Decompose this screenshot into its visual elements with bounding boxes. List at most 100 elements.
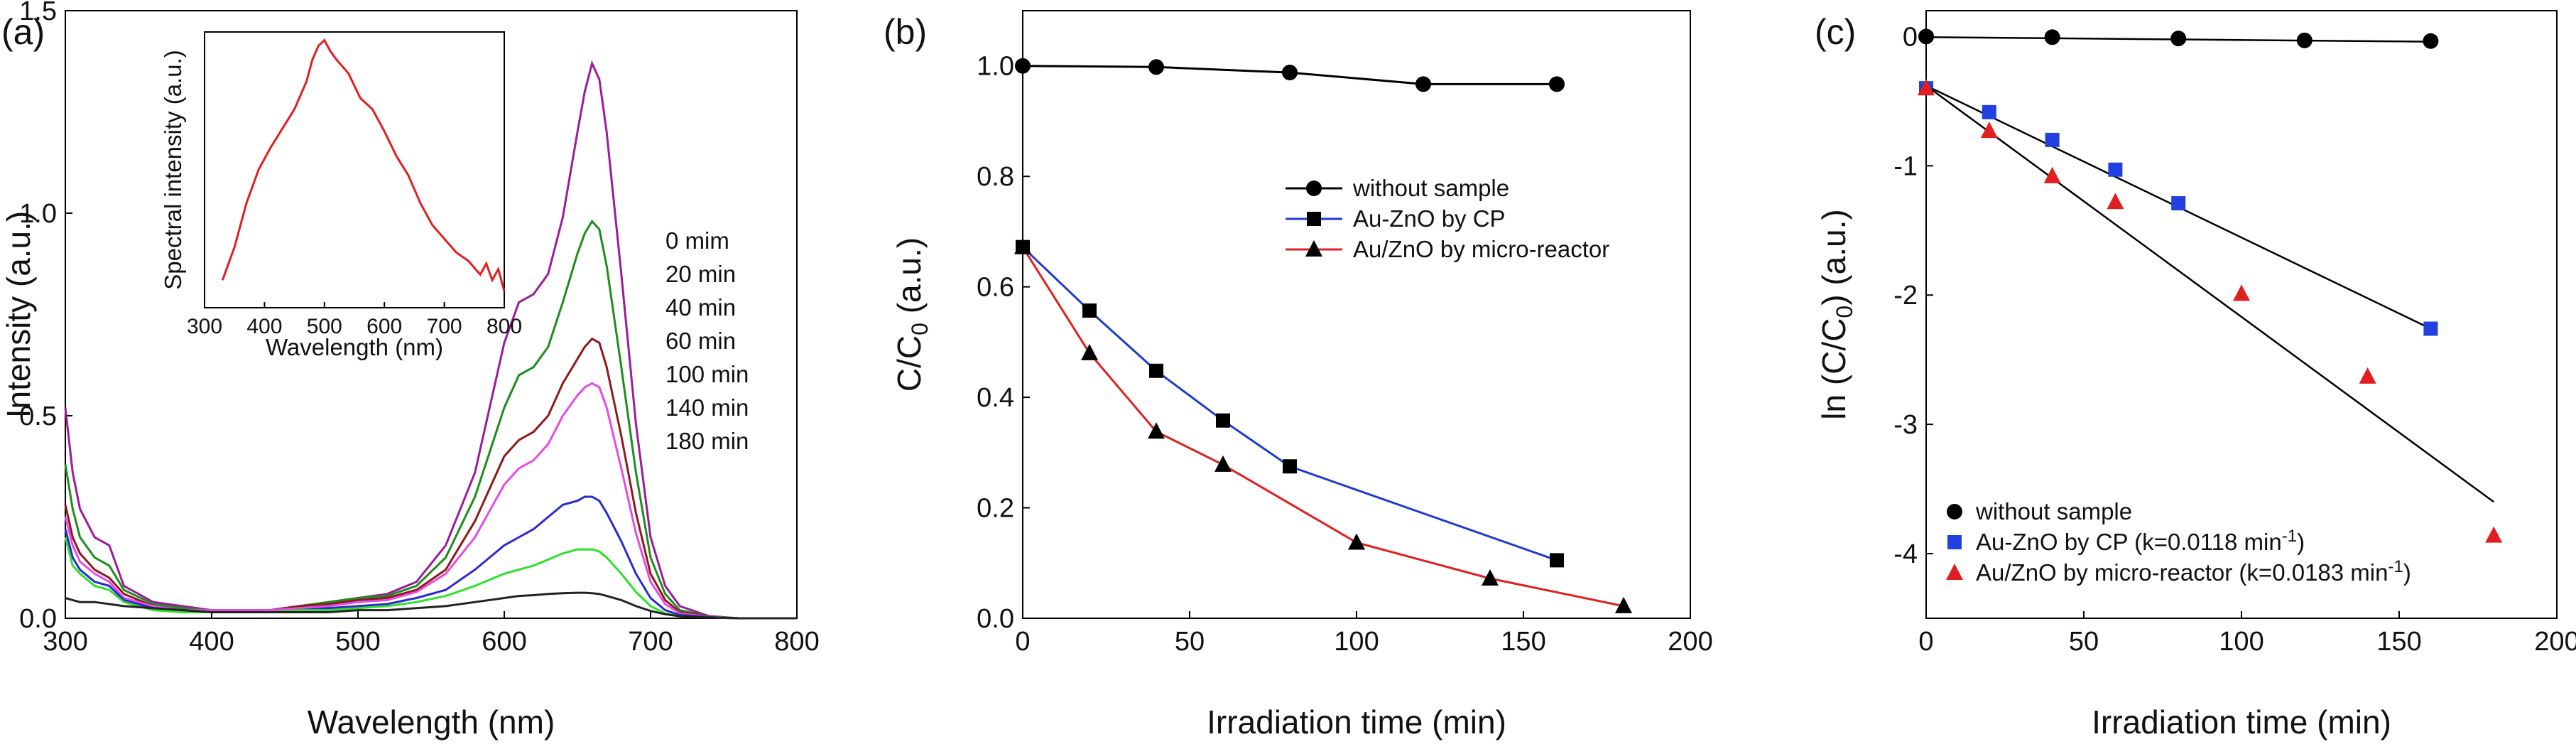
panel-b-point-1 <box>1149 363 1163 378</box>
panel-c-point-0 <box>2170 31 2187 47</box>
panel-c-point-2 <box>1980 122 1998 139</box>
panel-b-legend-entry-0: without sample <box>1352 175 1509 201</box>
panel-b-point-2 <box>1081 343 1098 360</box>
panel-a-inset-x-axis-title: Wavelength (nm) <box>266 334 443 360</box>
panel-a-inset-x-tick-label: 400 <box>246 315 282 338</box>
panel-b-legend-marker-0 <box>1306 181 1322 196</box>
panel-c-x-tick-label: 0 <box>1918 627 1933 657</box>
panel-b-point-2 <box>1014 237 1031 254</box>
panel-b-x-tick-label: 0 <box>1015 627 1030 657</box>
panel-a-inset-frame <box>204 31 505 308</box>
panel-c-letter: (c) <box>1815 12 1856 52</box>
panel-a-legend-entry-5: 140 min <box>665 394 749 421</box>
panel-a-x-axis-title: Wavelength (nm) <box>308 704 555 740</box>
panel-b-point-0 <box>1415 76 1431 92</box>
panel-a-inset-x-tick-label: 700 <box>427 315 462 338</box>
panel-b-point-2 <box>1348 533 1365 550</box>
panel-c-x-tick-label: 100 <box>2219 627 2263 657</box>
panel-b-y-tick-label: 0.4 <box>977 383 1014 413</box>
panel-a-x-tick-label: 300 <box>43 627 87 657</box>
panel-b-y-axis-title-main: C/C <box>891 335 928 392</box>
panel-c-y-tick-label: -1 <box>1893 151 1918 181</box>
panel-b-y-axis-title: C/C0 (a.u.) <box>891 237 933 392</box>
panel-a-inset-x-tick-label: 800 <box>487 315 522 338</box>
panel-a-legend-entry-1: 20 min <box>665 261 736 287</box>
panel-c-point-2 <box>2043 166 2061 183</box>
panel-a-y-tick-label: 1.5 <box>19 0 57 26</box>
panel-c-point-0 <box>2423 33 2439 49</box>
panel-b-x-tick-label: 50 <box>1175 627 1205 657</box>
panel-a-inset-x-tick-label: 300 <box>187 315 222 338</box>
panel-c-legend-entry-main: Au/ZnO by micro-reactor (k=0.0183 min <box>1976 559 2388 586</box>
panel-c-plot-frame <box>1925 10 2558 619</box>
panel-a-inset-series-line <box>221 38 506 292</box>
panel-a-x-tick-label: 500 <box>335 627 380 657</box>
panel-a-legend-entry-0: 0 mim <box>665 227 729 254</box>
panel-b-point-0 <box>1015 58 1031 74</box>
panel-c-y-tick-label: -3 <box>1893 410 1918 440</box>
panel-b-legend-entry-2: Au/ZnO by micro-reactor <box>1353 236 1609 262</box>
panel-a-legend-entry-4: 100 min <box>665 361 749 387</box>
panel-b-y-axis-title-subscript: 0 <box>907 323 933 335</box>
panel-a-x-tick-label: 700 <box>628 627 673 657</box>
panel-b-x-tick-label: 100 <box>1334 627 1379 657</box>
panel-b-letter: (b) <box>884 12 927 52</box>
panel-a-series-line-6 <box>65 591 797 620</box>
panel-c-y-tick-label: -2 <box>1893 281 1918 311</box>
panel-c-x-tick-label: 150 <box>2376 627 2421 657</box>
panel-a-legend-entry-2: 40 min <box>665 294 736 321</box>
panel-a-legend-entry-3: 60 min <box>665 328 736 354</box>
panel-c-point-2 <box>2107 193 2124 210</box>
panel-b-point-1 <box>1082 303 1097 318</box>
panel-c-legend-entry-main: Au-ZnO by CP (k=0.0118 min <box>1976 529 2282 555</box>
panel-b-point-2 <box>1148 422 1165 439</box>
panel-b-y-tick-label: 0.2 <box>977 494 1014 524</box>
panel-c-legend-entry-end: ) <box>2297 529 2305 555</box>
panel-b-x-tick-label: 200 <box>1668 627 1712 657</box>
panel-c-x-tick-label: 200 <box>2534 627 2576 657</box>
panel-b-point-0 <box>1549 76 1565 92</box>
panel-b-chart: (b) 0 50 100 150 200 0.0 0.2 0.4 0.6 0.8 1.0 Irradia… <box>884 10 1713 740</box>
panel-c-point-0 <box>1918 28 1934 45</box>
panel-b-y-tick-label: 1.0 <box>977 52 1014 82</box>
panel-c-legend-entry-main: without sample <box>1975 498 2132 524</box>
panel-c-y-axis-title: ln (C/C0) (a.u.) <box>1815 209 1857 419</box>
panel-c-point-2 <box>2233 284 2250 301</box>
panel-c-legend-entry-2: Au/ZnO by micro-reactor (k=0.0183 min-1) <box>1976 557 2411 586</box>
panel-c-y-tick-label: -4 <box>1893 539 1918 569</box>
panel-c-y-axis-title-suffix: ) (a.u.) <box>1815 209 1852 305</box>
panel-a-series-line-5 <box>64 537 797 620</box>
panel-c-y-axis-title-main: ln (C/C <box>1815 318 1852 420</box>
panel-a-inset-y-axis-title: Spectral intensity (a.u.) <box>160 50 186 289</box>
panel-c-y-axis-title-subscript: 0 <box>1832 306 1857 318</box>
panel-c-point-0 <box>2296 32 2313 48</box>
panel-c-x-axis-title: Irradiation time (min) <box>2092 704 2391 740</box>
panel-a-series-line-0 <box>64 60 797 620</box>
panel-a-chart: (a) 300 400 500 600 700 800 0.0 0.5 1.0 1.5 Wavelen… <box>0 0 820 740</box>
panel-c-legend-entry-end: ) <box>2403 559 2411 586</box>
panel-c-legend-entry-1: Au-ZnO by CP (k=0.0118 min-1) <box>1976 527 2305 555</box>
panel-c-chart: (c) 0 50 100 150 200 0 -1 -2 -3 -4 Irradiation time… <box>1815 10 2576 740</box>
panel-b-point-1 <box>1216 413 1230 428</box>
panel-c-legend-marker-2 <box>1946 564 1963 580</box>
panel-b-legend-entry-1: Au-ZnO by CP <box>1353 205 1506 232</box>
panel-b-y-axis-title-suffix: (a.u.) <box>891 237 928 323</box>
panel-c-point-1 <box>1982 104 1996 119</box>
panel-b-point-2 <box>1615 596 1632 613</box>
panel-b-point-1 <box>1550 553 1564 568</box>
panel-a-inset-x-tick-label: 500 <box>307 315 342 338</box>
panel-b-y-tick-label: 0.8 <box>977 162 1014 192</box>
panel-a-plot-frame <box>65 10 798 619</box>
panel-a-series-line-3 <box>64 382 797 620</box>
panel-b-plot-frame <box>1022 10 1691 619</box>
panel-c-point-1 <box>2423 321 2438 336</box>
panel-c-point-1 <box>2171 196 2186 211</box>
panel-a-x-tick-label: 600 <box>482 627 526 657</box>
panel-b-y-tick-label: 0.0 <box>977 604 1014 634</box>
panel-a-series-line-1 <box>64 219 797 620</box>
panel-c-point-2 <box>1918 79 1935 96</box>
panel-c-point-2 <box>2359 367 2376 384</box>
panel-a-inset-x-tick-label: 600 <box>366 315 402 338</box>
panel-c-legend-entry-0: without sample <box>1975 498 2132 524</box>
